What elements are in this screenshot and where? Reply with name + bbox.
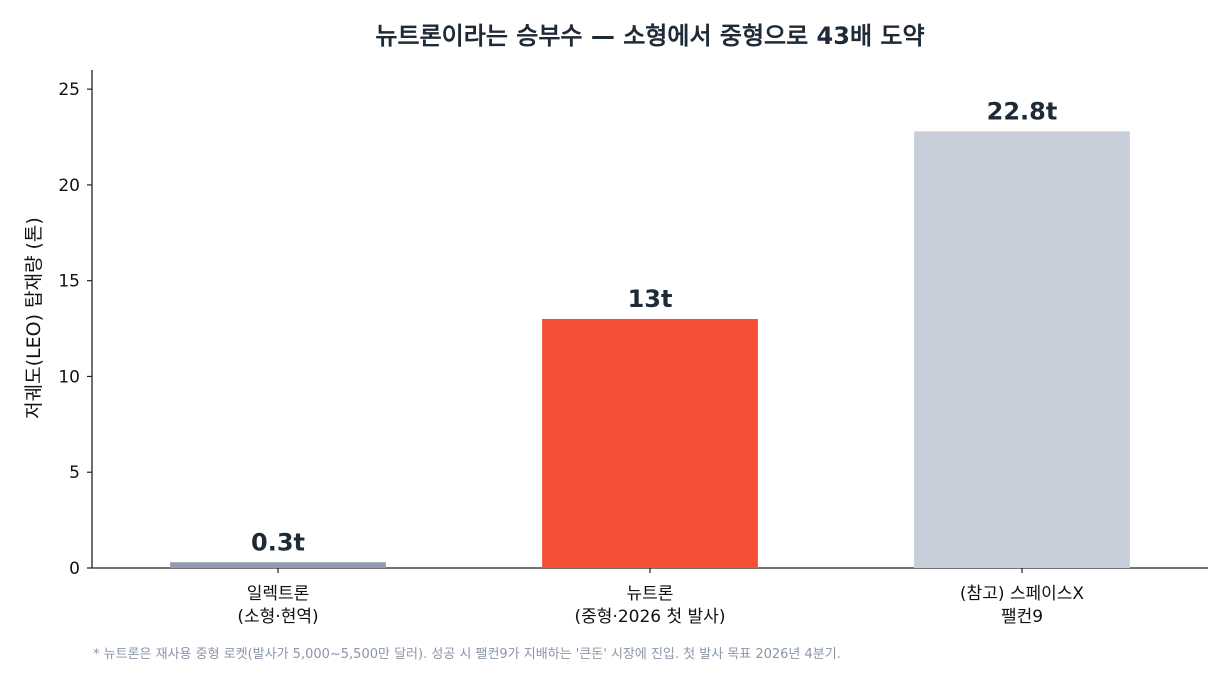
y-tick-label: 0 (69, 559, 80, 579)
category-label: (참고) 스페이스X (960, 584, 1085, 604)
y-axis-label: 저궤도(LEO) 탑재량 (톤) (23, 217, 45, 419)
y-tick-label: 10 (58, 367, 80, 387)
y-tick-label: 20 (58, 176, 80, 196)
bar (542, 319, 758, 568)
category-label: (소형·현역) (237, 607, 318, 627)
chart-title: 뉴트론이라는 승부수 — 소형에서 중형으로 43배 도약 (375, 22, 924, 50)
data-label: 0.3t (251, 528, 305, 556)
data-labels: 0.3t 13t 22.8t (251, 97, 1057, 556)
category-label: (중형·2026 첫 발사) (575, 607, 726, 627)
bar (914, 131, 1130, 569)
category-label: 팰컨9 (1001, 607, 1043, 627)
data-label: 13t (628, 285, 673, 313)
bars (170, 131, 1130, 569)
category-label: 뉴트론 (627, 584, 674, 604)
data-label: 22.8t (987, 97, 1058, 125)
category-labels: 일렉트론 (소형·현역) 뉴트론 (중형·2026 첫 발사) (참고) 스페이스X 팰컨… (237, 584, 1084, 627)
bar (170, 562, 386, 568)
category-label: 일렉트론 (247, 584, 310, 604)
y-tick-label: 15 (58, 272, 80, 292)
y-tick-label: 5 (69, 463, 80, 483)
y-tick-label: 25 (58, 80, 80, 100)
footnote: * 뉴트론은 재사용 중형 로켓(발사가 5,000~5,500만 달러). 성… (93, 647, 841, 662)
